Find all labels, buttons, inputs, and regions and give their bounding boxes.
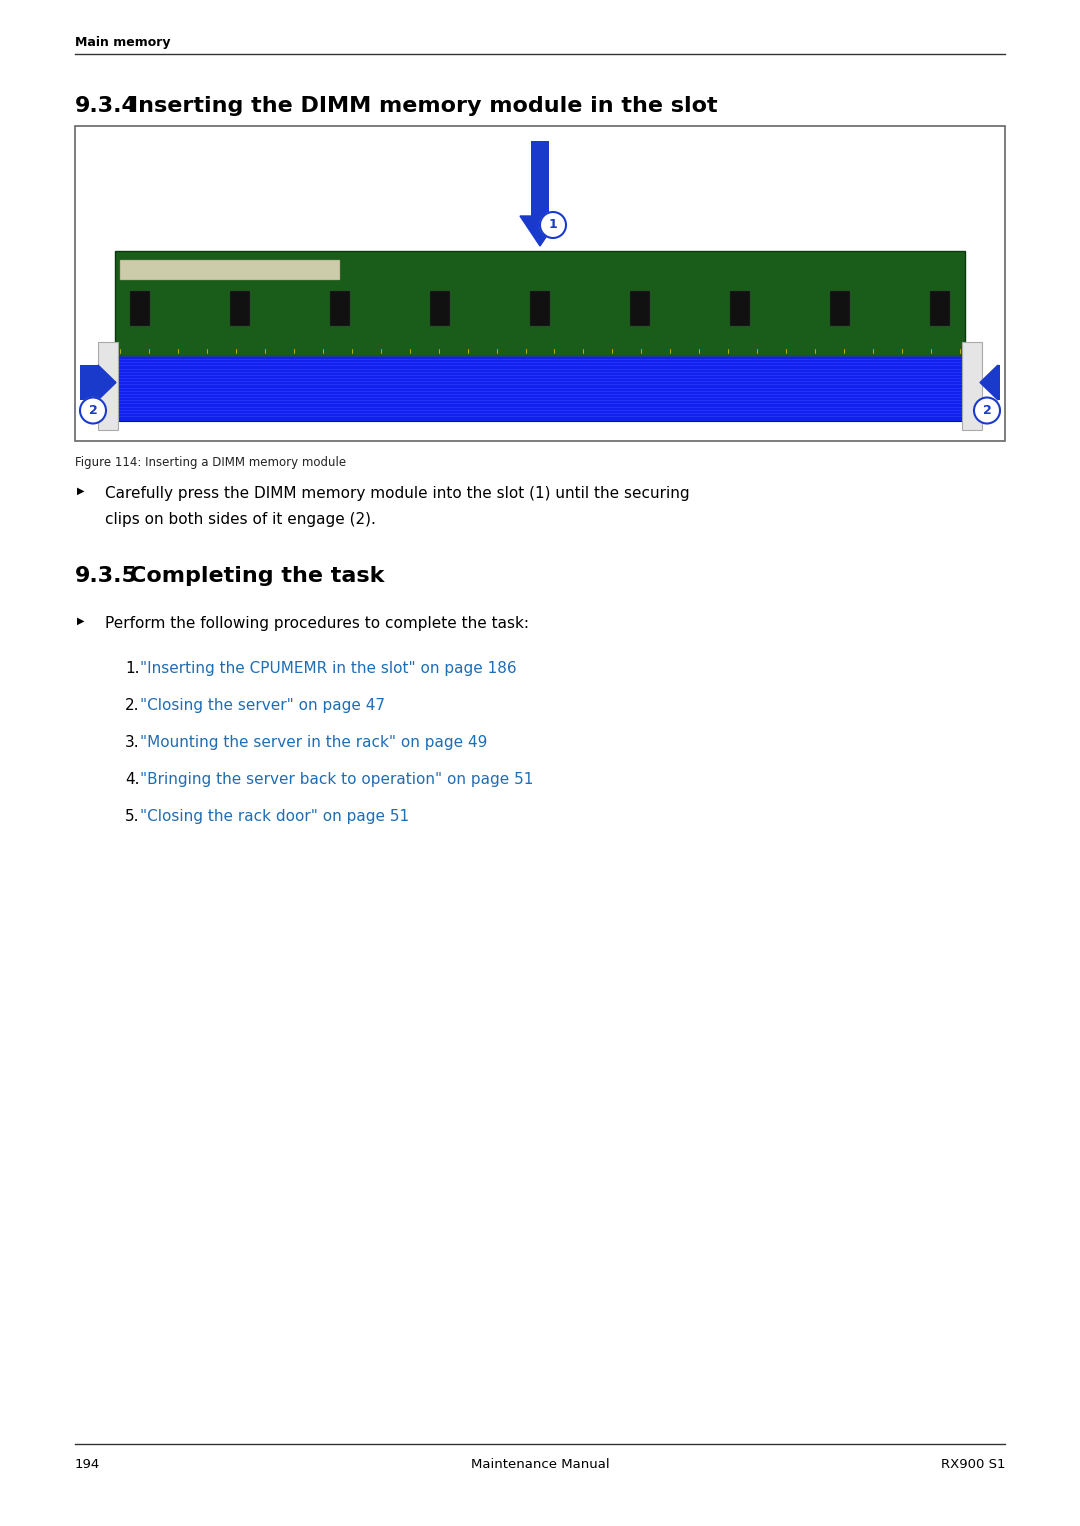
Text: 194: 194 [75, 1457, 100, 1471]
Text: Carefully press the DIMM memory module into the slot (1) until the securing: Carefully press the DIMM memory module i… [105, 485, 690, 501]
Text: "Closing the server" on page 47: "Closing the server" on page 47 [140, 697, 384, 713]
Text: 1: 1 [549, 218, 557, 232]
Text: 9.3.5: 9.3.5 [75, 566, 138, 586]
Text: 4.: 4. [125, 772, 139, 787]
Bar [831, 291, 850, 327]
Bar [630, 291, 650, 327]
Bar [114, 250, 966, 356]
Text: 2: 2 [89, 404, 97, 417]
Bar [110, 351, 970, 421]
Polygon shape [980, 365, 998, 400]
Circle shape [974, 397, 1000, 424]
Bar [230, 291, 249, 327]
Text: 3.: 3. [125, 736, 139, 749]
Bar [531, 140, 549, 217]
Text: ▶: ▶ [77, 617, 84, 626]
Circle shape [80, 397, 106, 424]
Text: RX900 S1: RX900 S1 [941, 1457, 1005, 1471]
Bar [962, 342, 982, 430]
Text: ▶: ▶ [77, 485, 84, 496]
Circle shape [540, 212, 566, 238]
Text: "Mounting the server in the rack" on page 49: "Mounting the server in the rack" on pag… [140, 736, 487, 749]
Bar [98, 342, 118, 430]
Text: Main memory: Main memory [75, 37, 171, 49]
Text: Maintenance Manual: Maintenance Manual [471, 1457, 609, 1471]
Text: Figure 114: Inserting a DIMM memory module: Figure 114: Inserting a DIMM memory modu… [75, 456, 346, 468]
Bar [430, 291, 450, 327]
Bar [130, 291, 150, 327]
Bar [530, 291, 550, 327]
Text: 2: 2 [983, 404, 991, 417]
Text: 1.: 1. [125, 661, 139, 676]
Bar [80, 365, 98, 400]
Polygon shape [98, 365, 116, 400]
Text: Inserting the DIMM memory module in the slot: Inserting the DIMM memory module in the … [130, 96, 717, 116]
Bar [730, 291, 750, 327]
Text: "Inserting the CPUMEMR in the slot" on page 186: "Inserting the CPUMEMR in the slot" on p… [140, 661, 516, 676]
Bar [330, 291, 350, 327]
Text: clips on both sides of it engage (2).: clips on both sides of it engage (2). [105, 513, 376, 526]
Text: Completing the task: Completing the task [130, 566, 384, 586]
Polygon shape [519, 217, 561, 246]
Bar [75, 127, 1005, 441]
Bar [930, 291, 950, 327]
Text: 9.3.4: 9.3.4 [75, 96, 138, 116]
Text: 2.: 2. [125, 697, 139, 713]
Bar [998, 365, 1000, 400]
Text: "Bringing the server back to operation" on page 51: "Bringing the server back to operation" … [140, 772, 534, 787]
Bar [120, 261, 340, 281]
Text: "Closing the rack door" on page 51: "Closing the rack door" on page 51 [140, 809, 409, 824]
Text: 5.: 5. [125, 809, 139, 824]
Text: Perform the following procedures to complete the task:: Perform the following procedures to comp… [105, 617, 529, 630]
